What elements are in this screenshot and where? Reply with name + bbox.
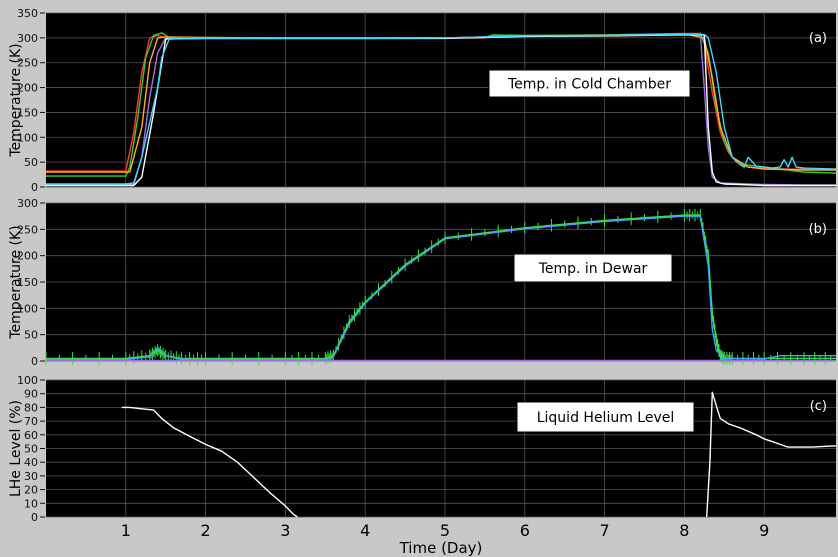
y-tick-label: 40 xyxy=(24,456,38,469)
x-tick-label: 4 xyxy=(360,521,370,540)
y-tick-label: 250 xyxy=(17,223,38,236)
y-tick-label: 90 xyxy=(24,388,38,401)
panel-label: (a) xyxy=(809,31,827,46)
y-tick-label: 200 xyxy=(17,82,38,95)
y-tick-label: 0 xyxy=(31,355,38,368)
y-tick-label: 70 xyxy=(24,415,38,428)
y-axis-label: LHe Level (%) xyxy=(8,400,24,497)
panel-label: (c) xyxy=(810,399,827,414)
x-tick-label: 7 xyxy=(599,521,609,540)
y-tick-label: 300 xyxy=(17,32,38,45)
annotation-text: Liquid Helium Level xyxy=(537,410,675,426)
y-tick-label: 50 xyxy=(24,329,38,342)
y-tick-label: 0 xyxy=(31,181,38,194)
y-tick-label: 50 xyxy=(24,443,38,456)
annotation-box xyxy=(513,253,673,283)
y-axis-label: Temperature (K) xyxy=(8,43,24,157)
annotation-box xyxy=(516,401,695,433)
y-tick-label: 150 xyxy=(17,276,38,289)
x-tick-label: 9 xyxy=(759,521,769,540)
y-tick-label: 100 xyxy=(17,302,38,315)
x-tick-label: 5 xyxy=(440,521,450,540)
y-tick-label: 80 xyxy=(24,401,38,414)
annotation-text: Temp. in Dewar xyxy=(538,261,648,277)
y-axis-label: Temperature (K) xyxy=(8,225,24,339)
y-tick-label: 20 xyxy=(24,484,38,497)
x-tick-label: 3 xyxy=(280,521,290,540)
chart-panel-2: 0 50 100 150 200 250 300 Temp. in Dewar (b) Tempe… xyxy=(8,197,836,368)
x-tick-label: 8 xyxy=(679,521,689,540)
y-tick-label: 0 xyxy=(31,511,38,524)
series-line-2 xyxy=(46,215,836,361)
series-line-2 xyxy=(706,391,837,518)
y-tick-label: 60 xyxy=(24,429,38,442)
y-tick-label: 250 xyxy=(17,57,38,70)
y-tick-label: 30 xyxy=(24,470,38,483)
x-axis-label: Time (Day) xyxy=(399,539,483,557)
y-tick-label: 200 xyxy=(17,250,38,263)
y-tick-label: 10 xyxy=(24,497,38,510)
annotation-box xyxy=(488,69,691,98)
x-tick-label: 6 xyxy=(520,521,530,540)
y-tick-label: 50 xyxy=(24,156,38,169)
series-line-6 xyxy=(46,33,837,185)
panel-label: (b) xyxy=(809,222,827,237)
x-tick-label: 2 xyxy=(201,521,211,540)
y-tick-label: 300 xyxy=(17,197,38,210)
y-tick-label: 150 xyxy=(17,106,38,119)
series-line-1 xyxy=(121,406,298,518)
y-tick-label: 100 xyxy=(17,131,38,144)
annotation-text: Temp. in Cold Chamber xyxy=(507,77,671,93)
chart-panel-1: 0 50 100 150 200 250 300 350 Temp. in Cold Chamb… xyxy=(8,7,837,194)
x-tick-label: 1 xyxy=(121,521,131,540)
y-tick-label: 100 xyxy=(17,374,38,387)
y-tick-label: 350 xyxy=(17,7,38,20)
